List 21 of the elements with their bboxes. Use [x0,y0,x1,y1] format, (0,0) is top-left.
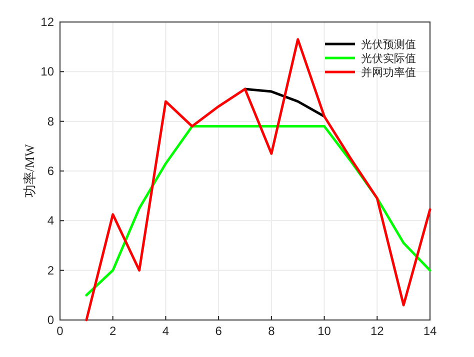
x-tick-label: 0 [56,324,64,338]
x-tick-label: 10 [318,324,332,338]
y-tick-label: 2 [47,263,54,278]
line-series [244,88,326,118]
x-tick-label: 2 [110,324,117,338]
y-axis-title: 功率/MW [22,144,37,198]
x-tick-label: 8 [268,324,276,338]
legend-label: 并网功率值 [361,66,416,79]
y-tick-label: 8 [47,114,54,128]
x-tick-label: 4 [162,324,170,338]
y-tick-label: 4 [47,214,54,228]
legend-label: 光伏实际值 [361,52,416,65]
x-tick-label: 6 [215,324,222,338]
y-tick-label: 0 [47,313,54,327]
line-series [85,38,432,322]
y-tick-label: 12 [40,15,54,29]
x-tick-label: 14 [423,324,437,338]
y-tick-label: 10 [40,64,54,79]
legend-label: 光伏预测值 [361,38,416,51]
y-tick-label: 6 [47,164,54,178]
x-tick-label: 12 [370,324,384,338]
